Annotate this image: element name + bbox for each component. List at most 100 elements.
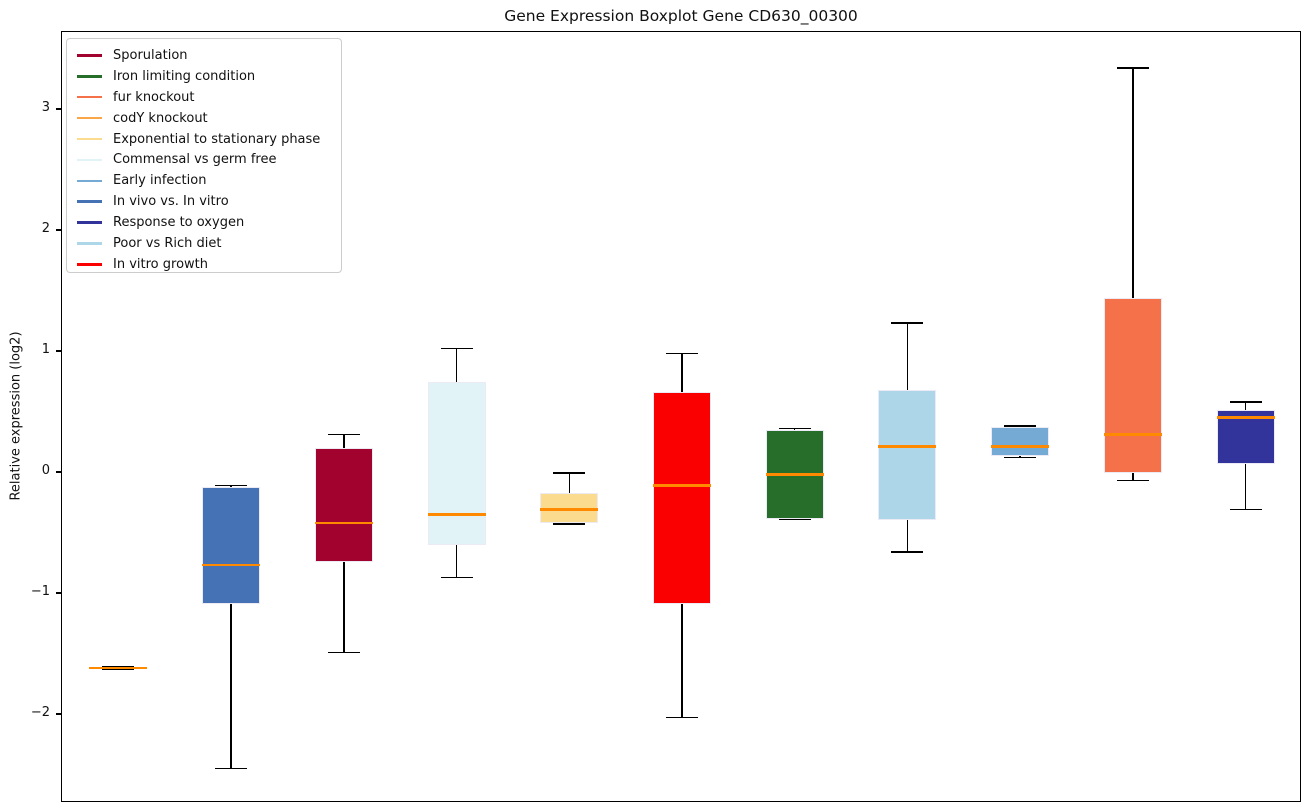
legend-item: fur knockout xyxy=(77,87,331,108)
whisker-upper xyxy=(681,353,683,393)
y-tick-label: −2 xyxy=(30,704,50,720)
legend-item: Sporulation xyxy=(77,45,331,66)
whisker-upper xyxy=(1132,67,1134,298)
whisker-cap-lower xyxy=(327,651,360,654)
median-line xyxy=(1216,416,1275,419)
legend-swatch xyxy=(77,179,102,183)
legend-swatch xyxy=(77,242,102,245)
whisker-cap-upper xyxy=(1004,425,1037,427)
median-line xyxy=(540,508,599,511)
whisker-upper xyxy=(906,323,909,390)
median-line xyxy=(1103,433,1162,436)
median-line xyxy=(991,445,1050,448)
legend-swatch xyxy=(77,75,102,78)
whisker-cap-lower xyxy=(1116,479,1149,482)
legend-item-label: Early infection xyxy=(113,173,207,189)
box xyxy=(1216,410,1275,464)
box xyxy=(540,492,599,523)
box xyxy=(1103,297,1162,474)
legend-swatch xyxy=(77,95,102,99)
median-line xyxy=(89,666,148,670)
legend-swatch xyxy=(77,158,102,162)
whisker-cap-upper xyxy=(891,322,924,324)
whisker-lower xyxy=(230,603,232,769)
legend-item-label: Commensal vs germ free xyxy=(113,152,277,168)
legend: Sporulation Iron limiting condition fur kn… xyxy=(66,38,342,273)
whisker-lower xyxy=(343,561,345,653)
legend-item: Poor vs Rich diet xyxy=(77,233,331,254)
legend-swatch xyxy=(77,54,102,57)
whisker-cap-upper xyxy=(553,472,586,474)
box xyxy=(991,427,1050,457)
whisker-upper xyxy=(343,434,345,448)
whisker-lower xyxy=(906,520,909,552)
chart-title: Gene Expression Boxplot Gene CD630_00300 xyxy=(504,7,858,25)
whisker-lower xyxy=(455,544,458,578)
legend-item-label: Sporulation xyxy=(113,47,188,63)
y-tick-label: −1 xyxy=(30,583,50,599)
y-tick-mark xyxy=(55,229,61,231)
whisker-lower xyxy=(1132,473,1134,481)
whisker-cap-upper xyxy=(1229,401,1262,403)
y-tick-label: 0 xyxy=(41,462,50,478)
y-tick-mark xyxy=(55,108,61,110)
whisker-cap-lower xyxy=(440,576,473,579)
legend-item-label: In vitro growth xyxy=(113,256,208,272)
box xyxy=(878,389,937,521)
y-tick-mark xyxy=(55,713,61,715)
whisker-lower xyxy=(1244,463,1247,510)
whisker-upper xyxy=(1244,401,1247,411)
whisker-upper xyxy=(568,473,571,493)
y-tick-label: 1 xyxy=(41,341,50,357)
whisker-cap-lower xyxy=(553,523,586,525)
whisker-cap-upper xyxy=(440,347,473,350)
median-line xyxy=(765,473,824,476)
legend-item: Exponential to stationary phase xyxy=(77,129,331,150)
legend-swatch xyxy=(77,221,102,224)
y-tick-label: 3 xyxy=(41,99,50,115)
legend-item-label: fur knockout xyxy=(113,89,195,105)
whisker-cap-upper xyxy=(327,433,360,436)
legend-item-label: Exponential to stationary phase xyxy=(113,131,321,147)
whisker-cap-upper xyxy=(1116,67,1149,69)
whisker-cap-lower xyxy=(215,767,248,770)
whisker-cap-upper xyxy=(215,484,248,487)
legend-item-label: Response to oxygen xyxy=(113,215,245,231)
median-line xyxy=(202,563,261,567)
legend-swatch xyxy=(77,116,102,120)
legend-item: In vitro growth xyxy=(77,254,331,275)
median-line xyxy=(878,445,937,448)
whisker-cap-lower xyxy=(666,716,698,719)
whisker-cap-upper xyxy=(666,352,698,355)
legend-item: Early infection xyxy=(77,170,331,191)
whisker-cap-upper xyxy=(778,427,811,430)
legend-item-label: Iron limiting condition xyxy=(113,68,256,84)
whisker-lower xyxy=(681,603,683,718)
whisker-cap-lower xyxy=(1004,456,1037,459)
legend-swatch xyxy=(77,200,102,203)
box xyxy=(202,486,261,604)
legend-item: Response to oxygen xyxy=(77,212,331,233)
box xyxy=(653,392,711,604)
median-line xyxy=(314,521,373,525)
legend-item: Iron limiting condition xyxy=(77,66,331,87)
whisker-cap-lower xyxy=(891,551,924,553)
legend-item: In vivo vs. In vitro xyxy=(77,191,331,212)
legend-item: codY knockout xyxy=(77,108,331,129)
whisker-cap-lower xyxy=(778,518,811,520)
legend-swatch xyxy=(77,137,102,141)
whisker-upper xyxy=(455,348,458,383)
legend-item-label: Poor vs Rich diet xyxy=(113,235,222,251)
legend-swatch xyxy=(77,263,102,266)
y-tick-mark xyxy=(55,592,61,594)
legend-item-label: codY knockout xyxy=(113,110,208,126)
whisker-cap-lower xyxy=(1229,508,1262,511)
median-line xyxy=(653,484,711,487)
y-tick-label: 2 xyxy=(41,220,50,236)
y-tick-mark xyxy=(55,471,61,473)
box xyxy=(427,382,486,545)
plot-area: Sporulation Iron limiting condition fur kn… xyxy=(31,31,1301,802)
legend-item-label: In vivo vs. In vitro xyxy=(113,194,229,210)
box xyxy=(314,447,373,562)
